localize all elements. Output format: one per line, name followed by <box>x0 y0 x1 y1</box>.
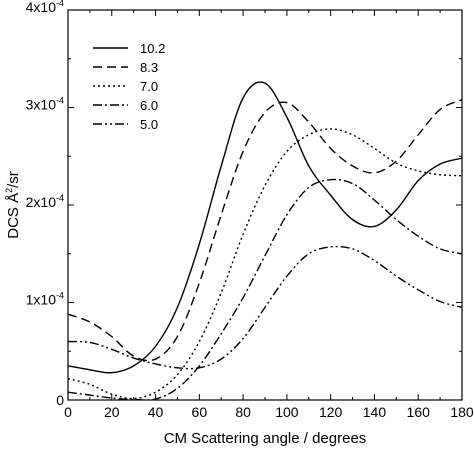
x-tick-label: 80 <box>235 404 251 420</box>
x-tick-label: 60 <box>192 404 208 420</box>
series-line-0 <box>68 81 462 374</box>
series-line-3 <box>68 178 462 400</box>
legend-label-2: 7.0 <box>140 79 158 94</box>
y-tick-label: 3x10-4 <box>26 96 64 113</box>
x-tick-label: 100 <box>275 404 299 420</box>
series-line-4 <box>68 245 462 370</box>
y-tick-label: 0 <box>56 392 64 408</box>
x-tick-label: 160 <box>407 404 431 420</box>
x-tick-label: 140 <box>363 404 387 420</box>
y-axis-title: DCS Å2/sr <box>4 171 22 239</box>
x-axis: 0 20 40 60 80 100 120 140 160 180 <box>64 10 474 420</box>
y-tick-label: 4x10-4 <box>26 0 64 15</box>
y-axis: 0 1x10-4 2x10-4 3x10-4 4x10-4 <box>26 0 462 408</box>
x-tick-label: 20 <box>104 404 120 420</box>
y-tick-label: 2x10-4 <box>26 193 64 210</box>
x-tick-label: 0 <box>64 404 72 420</box>
legend-label-1: 8.3 <box>140 60 158 75</box>
legend-label-0: 10.2 <box>140 41 165 56</box>
series-line-2 <box>68 128 462 400</box>
x-tick-label: 180 <box>450 404 474 420</box>
series-layer <box>68 81 462 400</box>
legend: 10.2 8.3 7.0 6.0 5.0 <box>93 41 165 132</box>
y-tick-label: 1x10-4 <box>26 291 64 308</box>
legend-label-3: 6.0 <box>140 98 158 113</box>
series-line-1 <box>68 99 462 362</box>
plot-frame <box>67 9 463 401</box>
legend-label-4: 5.0 <box>140 117 158 132</box>
x-axis-title: CM Scattering angle / degrees <box>164 430 367 447</box>
x-tick-label: 120 <box>319 404 343 420</box>
x-tick-label: 40 <box>148 404 164 420</box>
